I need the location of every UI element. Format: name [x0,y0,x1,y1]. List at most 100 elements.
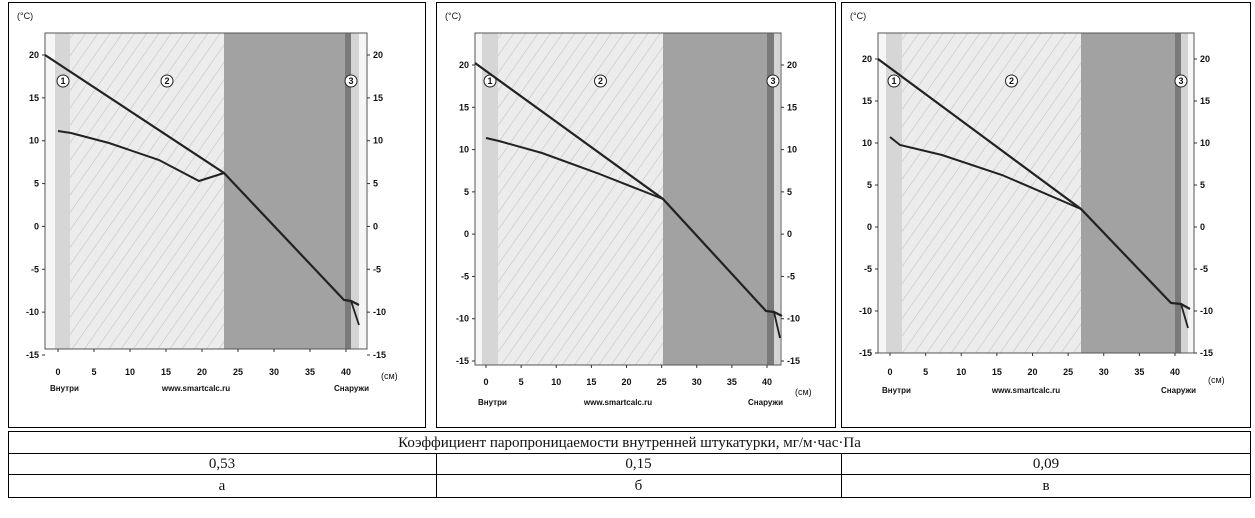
y-tick-right: -5 [1200,264,1208,274]
y-tick-left: 5 [464,187,469,197]
table-border-left [8,431,9,498]
x-tick-label: 30 [269,367,279,377]
layer-outer-finish [1181,33,1188,353]
layer-marker-3 [766,74,780,88]
table-caption: Коэффициент паропроницаемости внутренней… [398,435,861,451]
y-tick-right: -15 [1200,348,1213,358]
chart-panel-b: (°C) (см) 20 15 10 5 0 -5 -10 -15 20 15 10 5 0 -5 -10 -15… [436,2,836,428]
y-tick-right: 15 [1200,96,1210,106]
dew-point-tail [773,311,781,339]
layer-marker-label: 3 [348,76,353,86]
y-tick-left: 20 [459,60,469,70]
x-tick-label: 10 [125,367,135,377]
x-tick-label: 5 [923,367,928,377]
x-tick-label: 15 [161,367,171,377]
y-tick-left: 20 [29,50,39,60]
value-a: 0,53 [208,456,236,472]
footer-source-label: www.smartcalc.ru [991,386,1060,395]
y-tick-left: 20 [862,54,872,64]
footer-inside-label: Внутри [50,384,79,393]
letter-a: а [218,478,226,494]
y-tick-right: -15 [787,356,800,366]
y-tick-left: -15 [859,348,872,358]
y-tick-right: -10 [373,307,386,317]
y-tick-left: 0 [34,221,39,231]
layer-outer-finish [774,33,780,365]
y-tick-left: -10 [859,306,872,316]
dew-point-curve [485,137,664,200]
layer-marker-label: 1 [891,76,896,86]
table-border-caption [8,453,1251,454]
y-tick-right: -10 [1200,306,1213,316]
x-tick-label: 25 [657,377,667,387]
y-tick-right: 5 [373,179,378,189]
temperature-chart-c: (°C)(см)20151050-5-10-1520151050-5-10-15… [850,11,1225,395]
dew-point-curve [889,136,1082,210]
plot-frame [44,32,368,350]
y-tick-right: 10 [1200,138,1210,148]
temperature-line [44,54,360,306]
plot-frame [474,32,782,366]
footer-source-label: www.smartcalc.ru [161,384,230,393]
chart-panel-a: (°C) (см) 20 15 10 5 0 -5 -10 -15 20 15 10 5 0 -5 -10 -15… [8,2,426,428]
x-tick-label: 35 [727,377,737,387]
y-tick-right: 0 [1200,222,1205,232]
layer-main-hatch [498,33,663,365]
layer-marker-label: 1 [487,76,492,86]
layer-outer-plaster [1175,33,1181,353]
x-tick-label: 0 [483,377,488,387]
x-tick-label: 10 [551,377,561,387]
layer-marker-label: 2 [598,76,603,86]
layer-marker-label: 2 [164,76,169,86]
x-tick-label: 5 [519,377,524,387]
layer-insulation [224,33,345,349]
y-tick-right: -15 [373,350,386,360]
footer-outside-label: Снаружи [748,398,783,407]
y-tick-left: 10 [459,145,469,155]
y-tick-left: 0 [867,222,872,232]
layer-inner-plaster [55,33,70,349]
footer-inside-label: Внутри [882,386,911,395]
letter-c: в [1042,478,1050,494]
layer-marker-2 [1005,74,1018,88]
table-border-top [8,431,1251,432]
y-tick-left: 5 [867,180,872,190]
x-tick-label: 0 [887,367,892,377]
y-tick-right: -10 [787,314,800,324]
y-tick-left: -5 [864,264,872,274]
x-unit-label: (см) [381,371,398,381]
table-border-right [1250,431,1251,498]
y-tick-right: 5 [787,187,792,197]
footer-outside-label: Снаружи [334,384,369,393]
footer-outside-label: Снаружи [1161,386,1196,395]
layer-marker-3 [344,74,358,88]
letter-b: б [634,478,643,494]
x-tick-label: 15 [586,377,596,387]
x-tick-label: 30 [692,377,702,387]
y-tick-left: 15 [862,96,872,106]
y-tick-left: 10 [29,136,39,146]
y-tick-right: 0 [787,229,792,239]
layer-insulation [663,33,767,365]
x-tick-label: 10 [956,367,966,377]
y-tick-right: -5 [787,271,795,281]
dew-point-tail [1180,303,1189,329]
footer-inside-label: Внутри [478,398,507,407]
value-c: 0,09 [1032,456,1060,472]
temperature-line [877,58,1191,310]
layer-inner-plaster [482,33,498,365]
y-tick-left: -5 [31,264,39,274]
y-tick-right: 15 [373,93,383,103]
x-tick-label: 35 [1134,367,1144,377]
x-tick-label: 15 [992,367,1002,377]
y-tick-left: -10 [26,307,39,317]
layer-main-hatch [902,33,1081,353]
dew-point-tail [350,300,360,326]
x-unit-label: (см) [795,387,812,397]
plot-frame [877,32,1195,354]
x-tick-label: 20 [1027,367,1037,377]
layer-marker-1 [887,74,901,88]
layer-marker-1 [56,74,70,88]
table-col-divider-1 [436,453,437,498]
y-tick-right: 20 [373,50,383,60]
